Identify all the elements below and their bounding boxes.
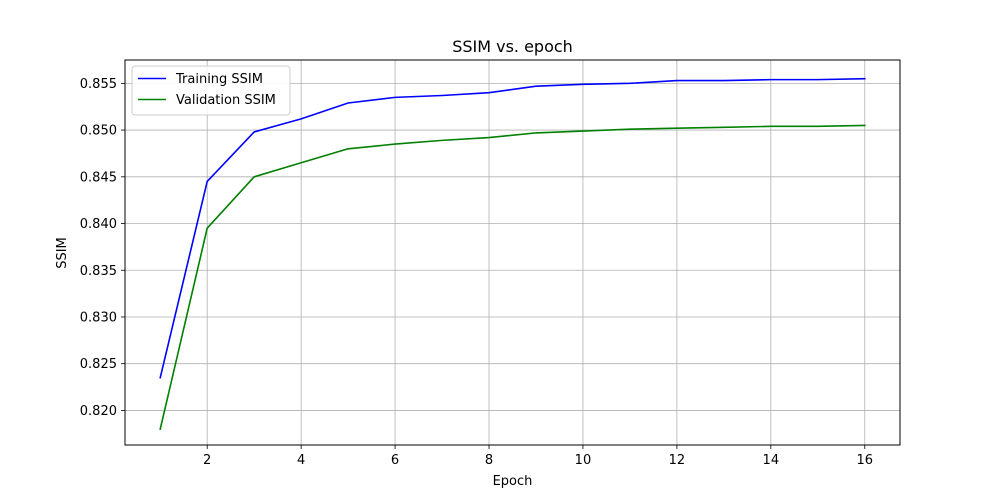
y-tick-label: 0.845 [80,170,117,185]
series-line-validation-ssim [159,124,866,431]
legend-label: Validation SSIM [176,93,276,108]
x-tick-label: 12 [669,453,686,468]
legend-label: Training SSIM [175,72,263,87]
plot-area-frame [124,59,901,446]
grid [125,60,900,445]
x-axis-label: Epoch [493,474,533,489]
y-axis-label: SSIM [55,237,70,269]
y-tick-label: 0.855 [80,77,117,92]
x-tick-label: 14 [763,453,780,468]
y-tick-label: 0.850 [80,124,117,139]
legend-box [131,65,291,116]
series-line-training-ssim [159,77,866,379]
axis-ticks: 2 4 6 8 10 12 14 16 0.820 0.825 0.830 0.835 0.840 0.8… [80,77,873,468]
y-tick-label: 0.825 [80,357,117,372]
x-tick-label: 10 [575,453,592,468]
y-tick-label: 0.830 [80,310,117,325]
y-tick-label: 0.835 [80,264,117,279]
x-tick-label: 4 [297,453,305,468]
x-tick-label: 8 [485,453,493,468]
x-tick-label: 6 [391,453,399,468]
chart-title: SSIM vs. epoch [452,37,573,56]
x-tick-label: 2 [203,453,211,468]
legend: Training SSIM Validation SSIM [131,65,291,116]
x-tick-label: 16 [856,453,873,468]
y-tick-label: 0.820 [80,404,117,419]
series-lines [159,77,866,431]
y-tick-label: 0.840 [80,217,117,232]
